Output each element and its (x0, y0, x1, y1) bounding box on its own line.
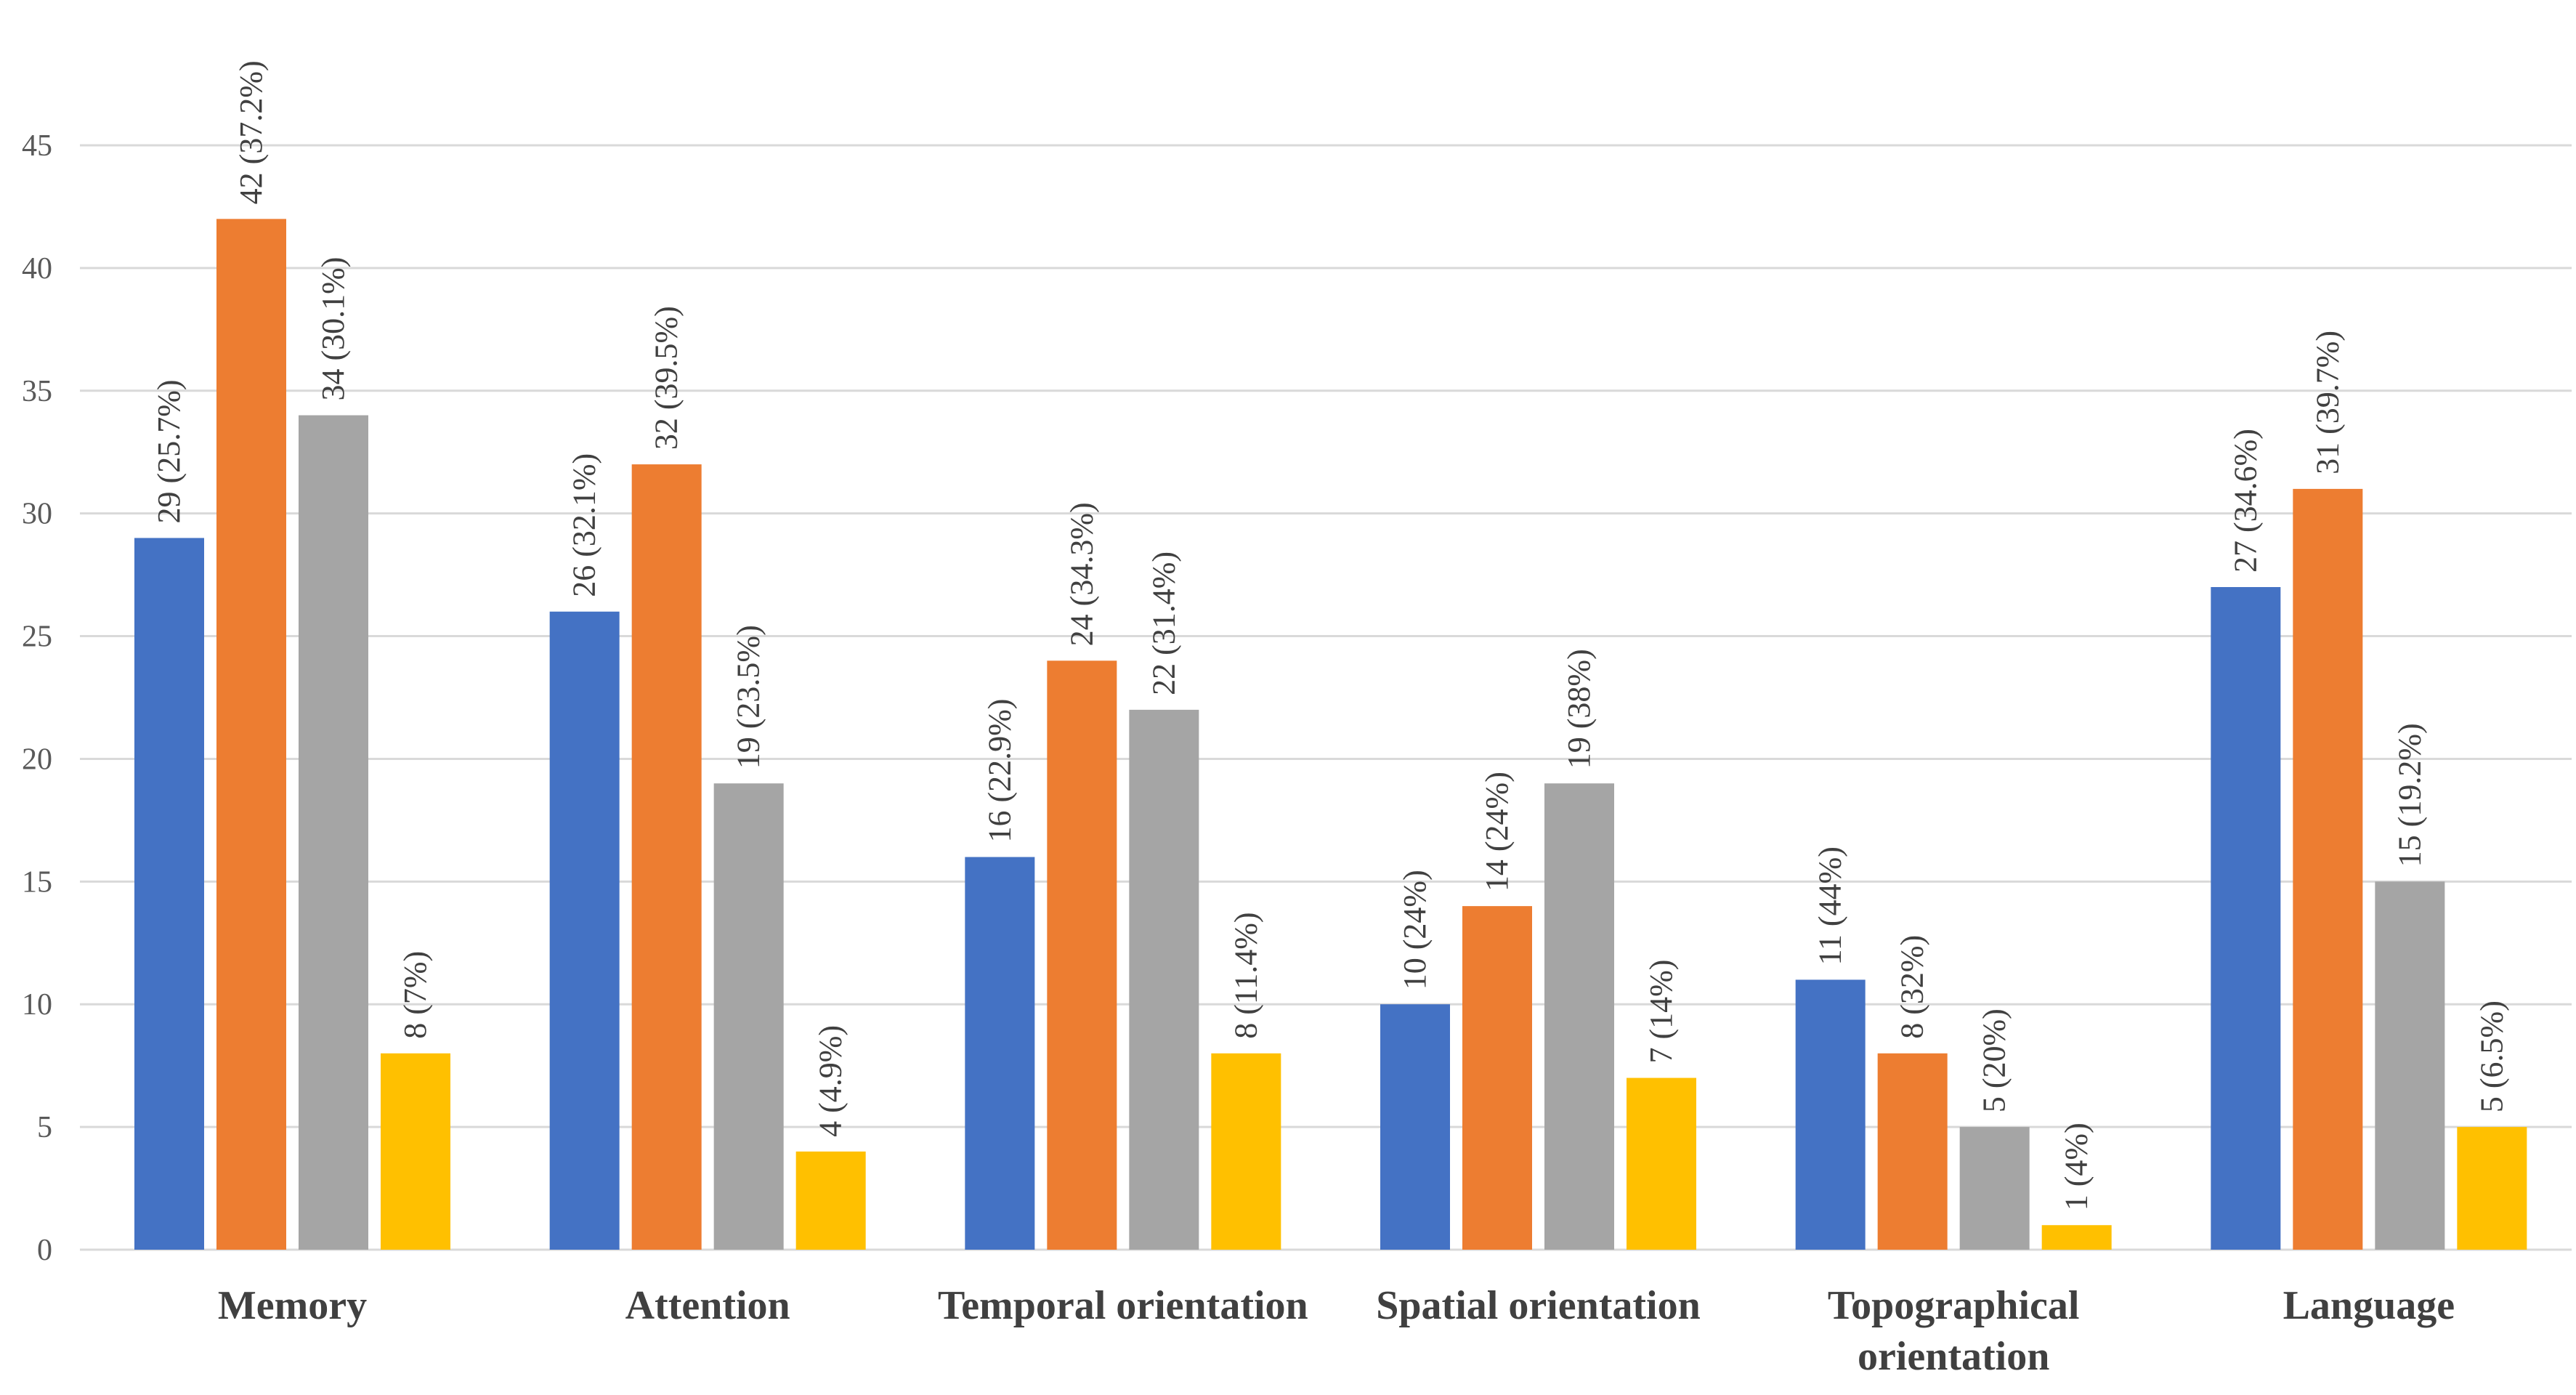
data-label: 8 (32%) (1895, 935, 1930, 1039)
data-label: 7 (14%) (1643, 960, 1679, 1064)
bar (381, 1053, 450, 1250)
bar (2041, 1225, 2112, 1250)
data-label: 15 (19.2%) (2391, 723, 2427, 867)
bar (2293, 488, 2363, 1250)
category-label: Attention (625, 1283, 790, 1328)
category-label: orientation (1858, 1334, 2049, 1379)
bar (134, 538, 204, 1250)
data-label: 10 (24%) (1397, 870, 1433, 990)
category-label: Language (2283, 1283, 2455, 1328)
data-labels: 29 (25.7%) 42 (37.2%) 34 (30.1%) 8 (7%) 26 (… (151, 60, 2509, 1210)
data-label: 5 (6.5%) (2474, 1000, 2509, 1112)
category-label: Spatial orientation (1376, 1283, 1700, 1328)
bars (134, 219, 2527, 1250)
data-label: 29 (25.7%) (151, 379, 187, 523)
y-tick-label: 15 (22, 865, 52, 899)
bar (1380, 1004, 1450, 1250)
bar (1877, 1053, 1948, 1250)
data-label: 31 (39.7%) (2309, 331, 2345, 474)
data-label: 1 (4%) (2059, 1123, 2094, 1210)
x-axis-categories: Memory Attention Temporal orientation Spati… (218, 1283, 2455, 1379)
category-label: Topographical (1828, 1283, 2079, 1328)
bar (1627, 1077, 1696, 1250)
bar (2457, 1127, 2527, 1250)
data-label: 8 (11.4%) (1228, 912, 1263, 1038)
y-tick-label: 25 (22, 620, 52, 654)
data-label: 22 (31.4%) (1146, 551, 1181, 695)
data-label: 27 (34.6%) (2227, 429, 2263, 573)
data-label: 5 (20%) (1977, 1008, 2012, 1112)
bar (713, 783, 784, 1250)
data-label: 16 (22.9%) (981, 699, 1017, 843)
y-tick-label: 45 (22, 129, 52, 163)
y-tick-label: 10 (22, 988, 52, 1022)
data-label: 34 (30.1%) (315, 257, 351, 401)
gridlines (80, 144, 2572, 1251)
y-tick-label: 0 (37, 1234, 52, 1267)
data-label: 14 (24%) (1479, 772, 1515, 891)
bar (1544, 783, 1614, 1250)
data-label: 19 (23.5%) (731, 625, 766, 769)
category-label: Temporal orientation (938, 1283, 1308, 1328)
bar (631, 464, 702, 1250)
data-label: 42 (37.2%) (233, 60, 269, 204)
data-label: 26 (32.1%) (567, 453, 602, 597)
bar (216, 219, 286, 1250)
data-label: 32 (39.5%) (649, 306, 684, 450)
category-label: Memory (218, 1283, 367, 1328)
data-label: 8 (7%) (397, 951, 433, 1039)
bar (1795, 979, 1866, 1250)
bar (965, 857, 1035, 1250)
data-label: 11 (44%) (1812, 846, 1848, 965)
data-label: 24 (34.3%) (1064, 502, 1099, 646)
y-tick-label: 40 (22, 252, 52, 286)
bar (1959, 1127, 2030, 1250)
bar (2211, 587, 2281, 1250)
bar (2375, 881, 2445, 1250)
data-label: 4 (4.9%) (813, 1025, 848, 1137)
y-tick-label: 20 (22, 743, 52, 776)
y-tick-label: 30 (22, 498, 52, 531)
y-tick-label: 35 (22, 375, 52, 408)
data-label: 19 (38%) (1561, 649, 1597, 769)
bar (299, 415, 368, 1250)
y-tick-label: 5 (37, 1111, 52, 1144)
y-axis-ticks: 0 5 10 15 20 25 30 35 40 45 (22, 129, 52, 1267)
bar (795, 1151, 866, 1250)
bar (1462, 906, 1532, 1250)
bar (1129, 709, 1199, 1250)
bar (549, 611, 620, 1250)
bar (1211, 1053, 1281, 1250)
bar (1047, 660, 1117, 1250)
